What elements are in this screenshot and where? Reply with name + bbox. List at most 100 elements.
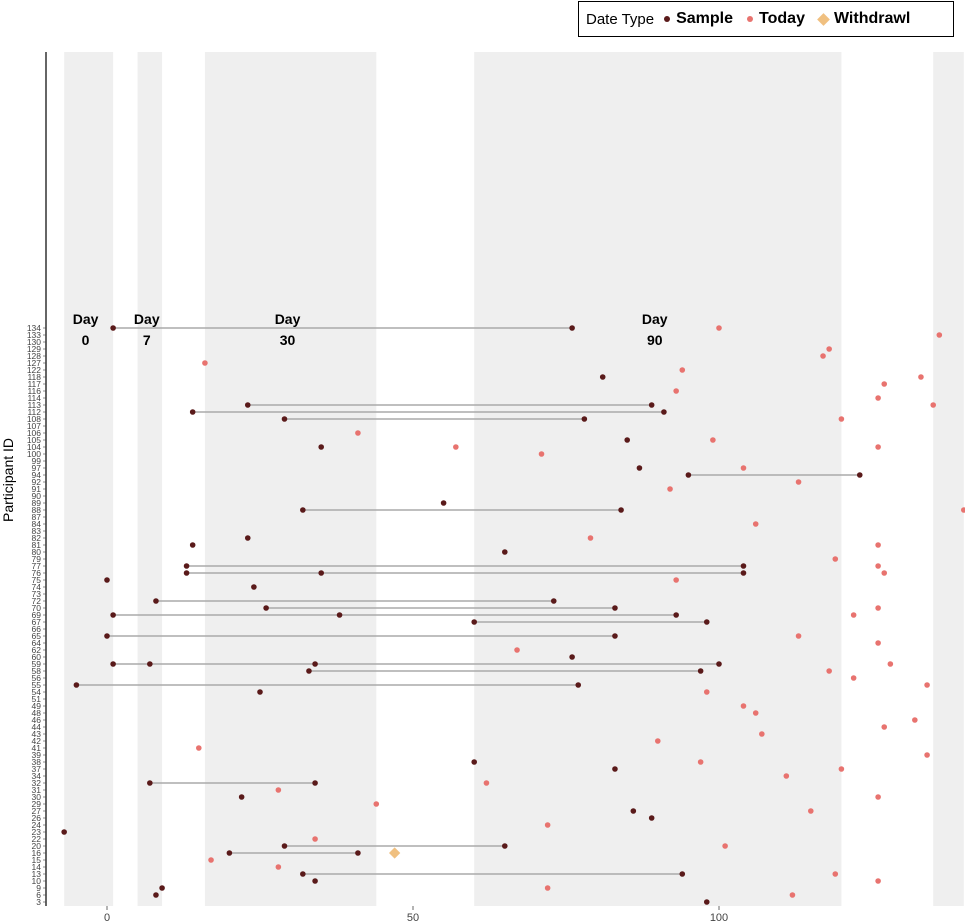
today-point	[514, 647, 520, 653]
y-tick-label: 48	[32, 708, 42, 718]
y-tick-label: 76	[32, 568, 42, 578]
y-tick-label: 24	[32, 820, 42, 830]
today-point	[783, 773, 790, 779]
sample-point	[318, 444, 325, 450]
sample-point	[661, 409, 667, 415]
y-tick-label: 107	[27, 421, 41, 431]
y-tick-label: 90	[32, 491, 42, 501]
sample-point	[189, 409, 196, 415]
sample-point	[471, 759, 478, 765]
sample-point	[110, 325, 116, 331]
legend-item-sample: Sample	[662, 10, 733, 28]
day-label: Day	[134, 311, 160, 327]
today-point	[887, 661, 894, 667]
y-tick-label: 39	[32, 750, 42, 760]
y-tick-label: 15	[32, 855, 42, 865]
today-point	[312, 836, 318, 842]
sample-point	[624, 437, 630, 443]
sample-point	[251, 584, 257, 590]
sample-point	[306, 668, 312, 674]
y-tick-label: 3	[36, 897, 41, 907]
sample-point	[153, 598, 159, 604]
y-tick-label: 49	[32, 701, 42, 711]
legend-item-withdrawl: Withdrawl	[817, 10, 910, 28]
sample-point	[336, 612, 343, 618]
y-tick-label: 69	[32, 610, 42, 620]
today-point	[710, 437, 716, 443]
sample-point	[569, 325, 575, 331]
sample-point	[569, 654, 575, 660]
today-point	[703, 689, 710, 695]
sample-point	[257, 689, 263, 695]
y-tick-label: 22	[32, 834, 42, 844]
sample-point	[110, 661, 116, 667]
y-tick-label: 9	[36, 883, 41, 893]
y-tick-label: 60	[32, 652, 42, 662]
sample-point	[147, 661, 153, 667]
sample-point	[153, 892, 159, 898]
today-point	[355, 430, 361, 436]
sample-point	[73, 682, 80, 688]
y-tick-label: 27	[32, 806, 42, 816]
y-tick-label: 72	[32, 596, 42, 606]
y-tick-label: 92	[32, 477, 42, 487]
today-point	[795, 633, 802, 639]
today-point	[789, 892, 796, 898]
today-point	[752, 710, 759, 716]
today-point	[832, 556, 839, 562]
y-tick-label: 133	[27, 330, 41, 340]
y-tick-label: 62	[32, 645, 42, 655]
today-point	[832, 871, 839, 877]
today-point	[850, 675, 857, 681]
today-point	[544, 885, 551, 891]
day-number: 7	[143, 332, 151, 348]
x-tick-labels: 0 50 100	[104, 906, 728, 924]
sample-point	[244, 402, 251, 408]
today-point	[673, 388, 679, 394]
today-point	[936, 332, 943, 338]
y-tick-label: 114	[27, 393, 41, 403]
y-tick-label: 16	[32, 848, 42, 858]
y-tick-label: 41	[32, 743, 42, 753]
today-point	[924, 752, 930, 758]
y-tick-label: 67	[32, 617, 42, 627]
today-point	[795, 479, 802, 485]
today-point	[655, 738, 661, 744]
sample-point	[281, 843, 288, 849]
y-tick-label: 87	[32, 512, 42, 522]
sample-point	[703, 619, 710, 625]
today-point	[838, 766, 845, 772]
today-point	[875, 640, 881, 646]
today-point	[875, 794, 881, 800]
x-tick-label: 100	[710, 912, 728, 924]
y-tick-label: 10	[32, 876, 42, 886]
y-tick-label: 46	[32, 715, 42, 725]
sample-point	[703, 899, 710, 905]
y-tick-label: 51	[32, 694, 42, 704]
today-point	[453, 444, 459, 450]
sample-point	[636, 465, 643, 471]
sample-point	[61, 829, 67, 835]
y-tick-label: 43	[32, 729, 42, 739]
sample-point	[263, 605, 269, 611]
today-point	[850, 612, 857, 618]
today-point	[875, 542, 881, 548]
sample-point	[312, 661, 318, 667]
today-point	[202, 360, 208, 366]
y-tick-label: 38	[32, 757, 42, 767]
y-tick-label: 83	[32, 526, 42, 536]
today-point	[667, 486, 673, 492]
y-tick-label: 75	[32, 575, 42, 585]
shaded-band	[137, 52, 163, 906]
x-tick-label: 0	[104, 912, 110, 924]
y-tick-label: 14	[32, 862, 42, 872]
y-tick-label: 32	[32, 778, 42, 788]
today-point	[838, 416, 845, 422]
y-tick-label: 20	[32, 841, 42, 851]
y-tick-label: 77	[32, 561, 42, 571]
sample-point	[673, 612, 679, 618]
y-tick-label: 55	[32, 680, 42, 690]
y-tick-label: 73	[32, 589, 42, 599]
sample-point	[502, 549, 508, 555]
